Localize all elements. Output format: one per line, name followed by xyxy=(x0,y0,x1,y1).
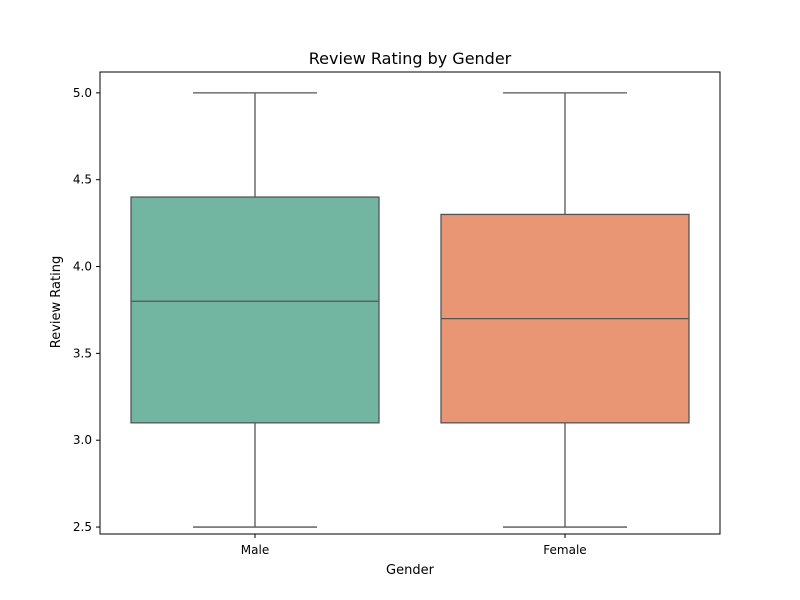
y-tick-label-4.0: 4.0 xyxy=(73,260,92,274)
x-tick-label-male: Male xyxy=(241,543,269,557)
x-axis-label: Gender xyxy=(386,563,435,578)
box-male xyxy=(130,92,380,528)
y-tick-label-2.5: 2.5 xyxy=(73,520,92,534)
plot-area: 2.5 3.0 3.5 4.0 4.5 5.0 Male Female xyxy=(73,71,721,557)
y-tick-label-4.5: 4.5 xyxy=(73,173,92,187)
y-axis-label: Review Rating xyxy=(49,256,64,348)
x-tick-label-female: Female xyxy=(543,543,586,557)
chart-title: Review Rating by Gender xyxy=(309,49,512,68)
iqr-box-male xyxy=(130,196,380,424)
plot-frame xyxy=(99,71,721,535)
y-tick-label-3.0: 3.0 xyxy=(73,433,92,447)
y-tick-label-5.0: 5.0 xyxy=(73,86,92,100)
y-tick-label-3.5: 3.5 xyxy=(73,346,92,360)
box-female xyxy=(440,92,690,528)
